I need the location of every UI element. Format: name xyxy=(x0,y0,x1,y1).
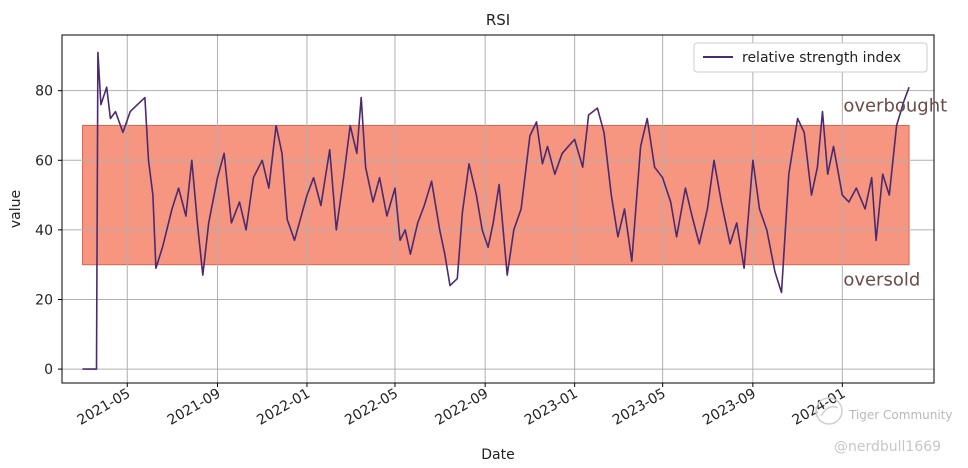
series-layer xyxy=(82,51,910,370)
watermark-handle: @nerdbull1669 xyxy=(834,439,941,455)
y-tick-label: 60 xyxy=(35,153,53,169)
threshold-band-layer xyxy=(82,124,910,266)
annotation-oversold: oversold xyxy=(843,270,920,291)
annotation-overbought: overbought xyxy=(843,96,947,117)
watermark: Tiger Community @nerdbull1669 xyxy=(815,397,953,455)
y-tick-label: 20 xyxy=(35,292,53,308)
y-tick-label: 0 xyxy=(44,362,53,378)
rsi-series-line xyxy=(82,51,910,370)
tiger-logo-icon xyxy=(815,397,843,425)
annotation-layer: overbought oversold xyxy=(843,96,947,291)
y-tick-label: 40 xyxy=(35,223,53,239)
y-tick-label: 80 xyxy=(35,84,53,100)
grid-layer xyxy=(62,35,934,383)
x-axis-label: Date xyxy=(481,447,514,463)
plot-frame xyxy=(61,34,935,384)
chart-title: RSI xyxy=(486,11,510,29)
watermark-brand: Tiger Community xyxy=(848,408,953,422)
tiger-logo-stroke xyxy=(820,405,839,417)
legend: relative strength index xyxy=(693,42,928,73)
legend-label: relative strength index xyxy=(742,50,901,66)
legend-box xyxy=(693,42,928,73)
threshold-band xyxy=(82,124,910,266)
y-axis-label: value xyxy=(8,190,24,228)
